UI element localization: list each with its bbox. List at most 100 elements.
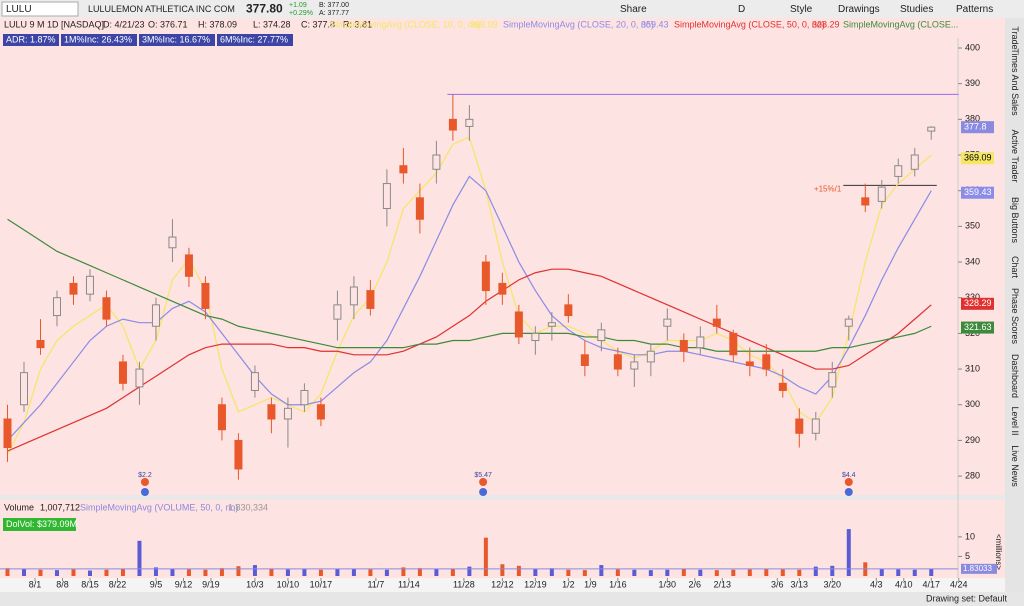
candle-body [498,282,507,295]
earnings-label: $2.2 [138,472,152,479]
button[interactable]: Studies [900,4,933,15]
volume-bar [21,568,26,576]
ohlc: H: 378.09 [198,19,237,29]
x-tick-label: 9/12 [175,579,193,589]
candle-body [85,275,94,295]
x-tick-label: 11/28 [453,579,475,589]
volume-bar [648,570,653,576]
study-label: SimpleMovingAvg (CLOSE, 50, 0, no) [674,19,825,29]
candle-body [663,318,672,327]
candle-body [811,418,820,434]
ohlc: D: 4/21/23 [103,19,145,29]
dividend-icon [140,488,149,496]
candle-body [415,197,424,220]
button[interactable]: Drawings [838,4,880,15]
dolvol: DolVol: $379.09M [6,519,77,529]
volume-bar [681,568,686,576]
sidebar-tab[interactable]: Live News [1010,445,1020,487]
volume-bar [566,569,571,576]
sidebar [1005,18,1024,592]
y-tick-label: 5 [965,551,970,561]
candle-body [894,165,903,177]
last-price: 377.80 [246,2,283,16]
volume-bar [302,568,307,576]
volume-bar [384,569,389,576]
volume-bar [533,568,538,576]
price-tag [961,321,994,334]
x-tick-label: 1/16 [609,579,627,589]
volume-bar [467,566,472,576]
study-label: SimpleMovingAvg (CLOSE... [843,19,958,29]
earnings-icon [479,478,488,486]
earnings-icon [140,478,149,486]
volume-bar [120,568,125,576]
candle-body [729,332,738,356]
sidebar-tab[interactable]: Dashboard [1010,354,1020,398]
candle-body [333,304,342,320]
candle-body [135,368,144,388]
candle-body [349,286,358,306]
y-tick-label: 390 [965,78,980,88]
stat: 3M%Inc: 16.67% [142,34,210,44]
sidebar-tab[interactable]: Big Buttons [1010,197,1020,244]
candle-body [778,382,787,391]
volume-bar [219,568,224,576]
moving-average [7,268,932,452]
candle-body [877,186,886,202]
symbol-box[interactable] [1,1,79,17]
candle-body [432,154,441,170]
symbol[interactable]: LULU [6,4,32,15]
x-tick-label: 11/14 [398,579,420,589]
volume-bar [434,568,439,576]
volume-bar [764,568,769,576]
stat-box [217,34,293,46]
button[interactable]: Style [790,4,813,15]
x-tick-label: 3/13 [791,579,809,589]
price-tag-label: 1.83033 [963,564,992,573]
volume-bar [731,569,736,576]
level-label: +15%/1 [814,184,842,193]
candle-body [597,329,606,342]
button[interactable]: Share [620,4,647,15]
ohlc: C: 377.8 [301,19,335,29]
ohlc: L: 374.28 [253,19,291,29]
volume-bar [500,564,505,576]
volume-bar [401,567,406,576]
volume-bar [335,568,340,576]
y-tick-label: 280 [965,470,980,480]
y-tick-label: 330 [965,292,980,302]
sidebar-tab[interactable]: Level II [1010,406,1020,435]
volume-bar [417,568,422,576]
button[interactable]: D [738,4,745,15]
sidebar-tab[interactable]: Active Trader [1010,129,1020,182]
y-tick-label: 400 [965,42,980,52]
x-tick-label: 9/19 [202,579,220,589]
sidebar-tab[interactable]: Phase Scores [1010,288,1020,345]
y-tick-label: 350 [965,221,980,231]
x-tick-label: 4/10 [895,579,913,589]
volume-bar [38,569,43,576]
candle-body [514,311,523,338]
price-tag [961,186,994,199]
y-tick-label: 290 [965,435,980,445]
divider [0,495,1005,500]
candle-body [366,290,375,309]
volume-bar [615,569,620,576]
stat: 6M%Inc: 27.77% [220,34,288,44]
sidebar-tab[interactable]: Trade [1010,26,1020,49]
sidebar-tab[interactable]: Chart [1010,256,1020,279]
volume-bar [632,569,637,576]
candle-body [168,236,177,249]
volume-bar [797,569,802,576]
price-tag [961,121,994,134]
candle-body [927,126,936,132]
x-tick-label: 11/7 [367,579,384,589]
candle-body [580,354,589,366]
sidebar-tab[interactable]: Times And Sales [1010,48,1020,116]
button[interactable]: Patterns [956,4,993,15]
moving-average [7,218,932,352]
candle-body [795,418,804,434]
drawing-set[interactable]: Drawing set: Default [926,593,1008,603]
volume-bar [203,569,208,576]
